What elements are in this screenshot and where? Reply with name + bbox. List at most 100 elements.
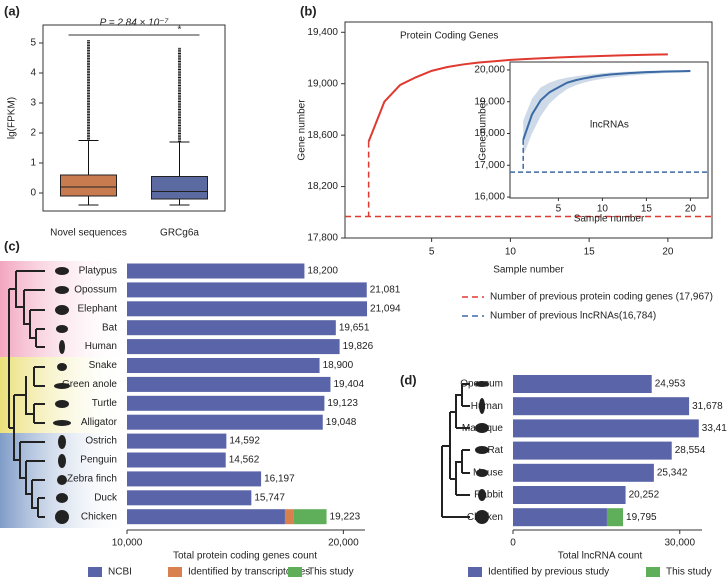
icons: [53, 267, 489, 524]
value-label: 14,562: [229, 455, 260, 466]
x-tick-label: 15: [584, 247, 596, 258]
legend-swatch: [288, 567, 302, 577]
value-label: 20,252: [629, 490, 660, 501]
x-axis-label: Sample number: [493, 265, 564, 276]
category-label: Turtle: [92, 398, 118, 409]
value-label: 21,081: [370, 285, 401, 296]
inset-y-label: Gene number: [478, 99, 489, 161]
bar: [127, 471, 262, 487]
category-label: Alligator: [81, 417, 118, 428]
bar: [127, 490, 252, 506]
legend-swatch: [88, 567, 102, 577]
legend-swatch: [468, 567, 482, 577]
x-tick-label: 15: [641, 204, 653, 215]
y-axis-label: lg(FPKM): [7, 97, 18, 139]
value-label: 33,419: [702, 423, 727, 434]
value-label: 16,197: [264, 474, 295, 485]
bar: [513, 441, 672, 460]
y-tick-label: 19,400: [307, 27, 338, 38]
bar: [606, 508, 624, 527]
category-label: Platypus: [79, 266, 117, 277]
legend-label: This study: [308, 567, 354, 578]
category-label: Rat: [487, 445, 503, 456]
bar: [127, 339, 340, 355]
line: [522, 70, 691, 141]
category-label: Human: [85, 341, 117, 352]
value-label: 19,651: [339, 322, 370, 333]
bar: [513, 486, 626, 504]
value-label: 18,200: [307, 266, 338, 277]
line: [367, 53, 668, 142]
panel-label: (c): [4, 238, 20, 253]
y-tick-label: 1: [30, 158, 36, 169]
value-label: 19,123: [327, 398, 358, 409]
panel-label: (d): [400, 372, 417, 387]
category-label: Opossum: [74, 285, 117, 296]
legend-label: Identified by previous study: [488, 567, 609, 578]
plot-frame: [42, 24, 226, 212]
bar: [513, 397, 690, 416]
x-tick-label: 20: [662, 247, 674, 258]
category-label: Chicken: [467, 512, 503, 523]
x-tick-label: 10,000: [112, 538, 143, 549]
x-axis-label: Total protein coding genes count: [173, 551, 317, 562]
inset-frame: [509, 61, 709, 199]
category-label: Snake: [89, 360, 118, 371]
value-label: 19,826: [343, 341, 374, 352]
x-axis-label: Total lncRNA count: [558, 551, 643, 562]
bar: [127, 452, 226, 468]
category-label: Rabbit: [474, 490, 503, 501]
x-tick-label: 10: [505, 247, 517, 258]
bar: [284, 509, 294, 525]
box: [60, 174, 117, 197]
category-label: Mouse: [473, 467, 503, 478]
bar: [127, 282, 367, 298]
bar: [127, 358, 320, 373]
y-tick-label: 17,000: [474, 160, 505, 171]
x-tick-label: 5: [556, 204, 562, 215]
x-tick-label: 10: [597, 204, 609, 215]
x-tick-label: 5: [429, 247, 435, 258]
annotation: Protein Coding Genes: [400, 31, 498, 42]
legend-label: NCBI: [108, 567, 132, 578]
x-tick-label: 0: [510, 538, 516, 549]
bar: [127, 433, 227, 449]
category-label: Elephant: [78, 303, 118, 314]
y-tick-label: 20,000: [474, 65, 505, 76]
value-label: 14,592: [229, 436, 260, 447]
value-label: 21,094: [370, 303, 401, 314]
y-tick-label: 19,000: [307, 78, 338, 89]
category-label: Zebra finch: [67, 474, 117, 485]
y-axis-label: Gene number: [297, 99, 308, 161]
bar: [127, 263, 305, 279]
tree-d: [441, 383, 470, 518]
category-label: Chicken: [81, 511, 117, 522]
x-tick-label: 30,000: [664, 538, 695, 549]
inset-x-label: Sample number: [574, 214, 645, 225]
panel-label: (a): [4, 3, 20, 18]
bar: [293, 509, 327, 525]
value-label: 18,900: [323, 360, 354, 371]
tree-c: [8, 270, 45, 518]
y-tick-label: 0: [30, 188, 36, 199]
x-tick-label: Novel sequences: [50, 228, 127, 239]
bar: [127, 414, 323, 430]
bar: [127, 320, 336, 336]
y-tick-label: 5: [30, 38, 36, 49]
legend-label: Number of previous protein coding genes …: [490, 292, 713, 303]
box: [151, 176, 208, 200]
plot-frame: [344, 21, 713, 239]
x-tick-label: 20,000: [328, 538, 359, 549]
category-label: Duck: [94, 492, 118, 503]
bar: [127, 509, 285, 525]
legend-swatch: [168, 567, 182, 577]
value-label: 19,404: [333, 379, 364, 390]
panel-label: (b): [300, 3, 317, 18]
bar: [127, 395, 325, 411]
bar: [127, 376, 331, 392]
y-tick-label: 18,000: [474, 128, 505, 139]
significance: *: [178, 25, 182, 36]
p-value: P = 2.84 × 10⁻⁷: [100, 18, 169, 29]
y-tick-label: 4: [30, 68, 36, 79]
